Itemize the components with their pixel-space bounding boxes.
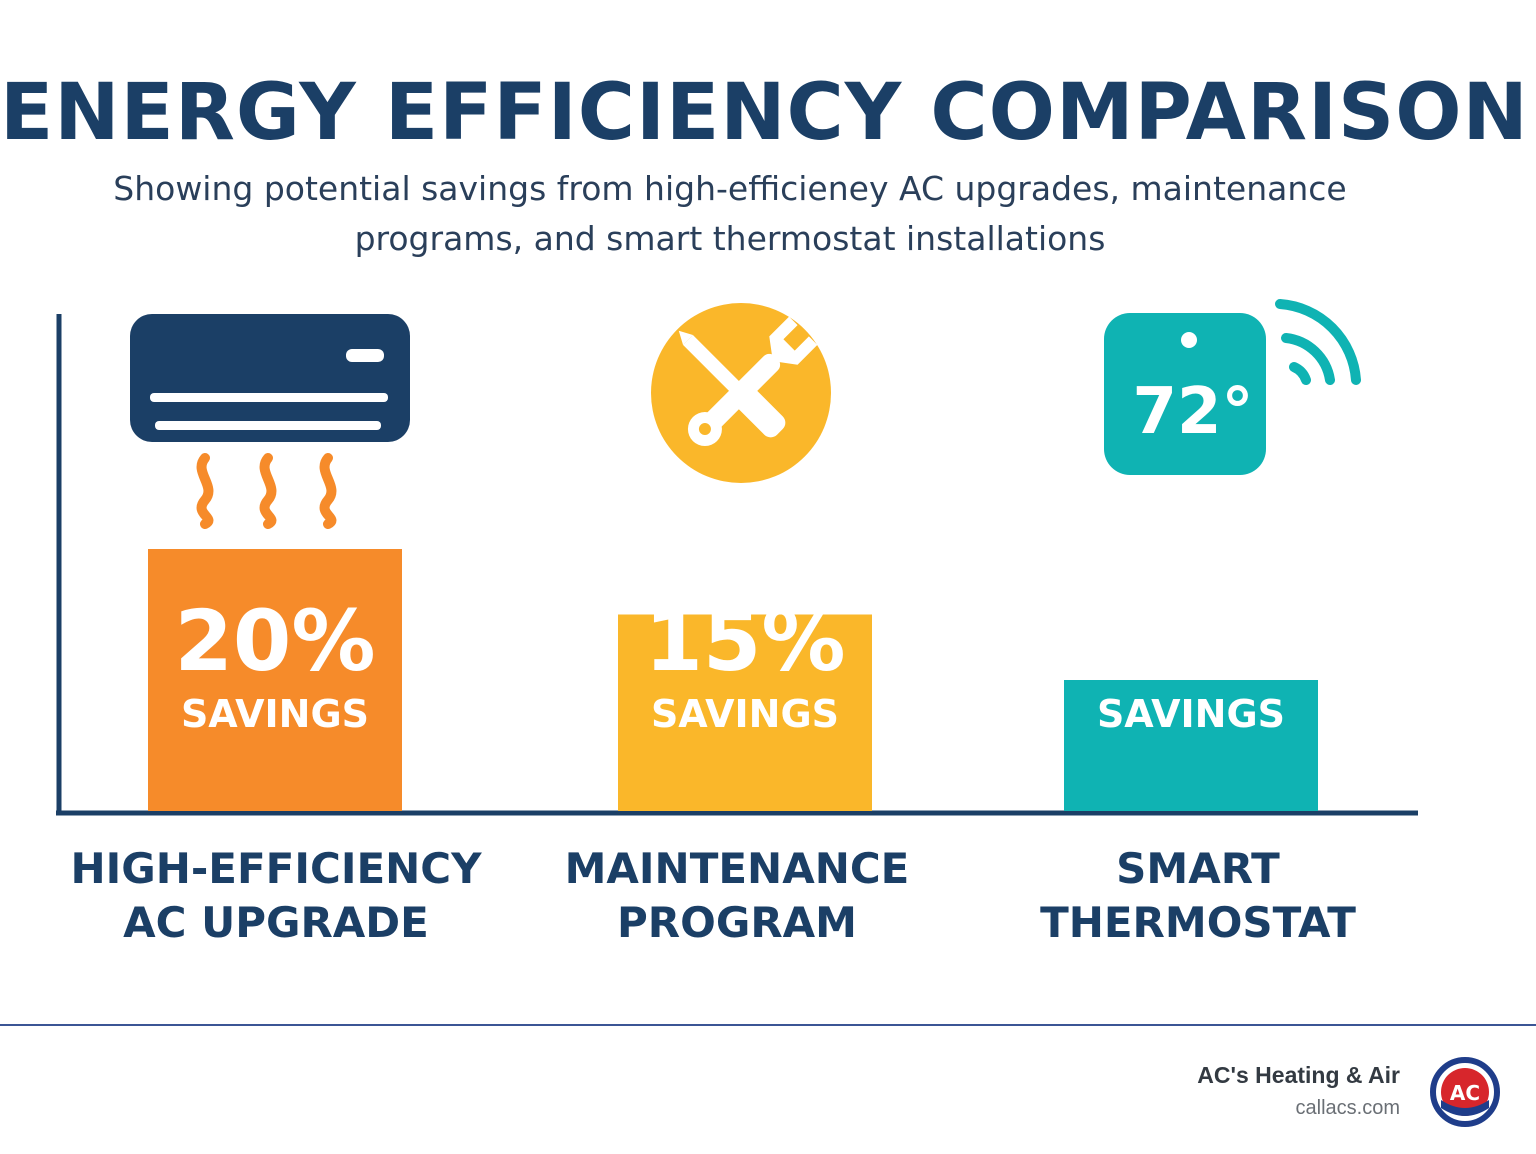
company-name: AC's Heating & Air — [1197, 1062, 1400, 1088]
logo-lettering: AC — [1450, 1081, 1480, 1105]
category-label-high-efficiency: HIGH-EFFICIENCY AC UPGRADE — [70, 844, 482, 947]
savings-label-maintenance: SAVINGS — [651, 692, 839, 736]
data-label-maintenance: 15% — [644, 592, 845, 690]
footer-divider — [0, 1024, 1536, 1026]
air-conditioner-icon — [130, 314, 410, 529]
savings-label-high-efficiency: SAVINGS — [181, 692, 369, 736]
category-label-maintenance: MAINTENANCE PROGRAM — [564, 844, 910, 947]
savings-label-smart-thermostat: SAVINGS — [1097, 692, 1285, 736]
data-label-smart-thermostat: 10% — [1090, 592, 1291, 690]
bar-maintenance — [618, 614, 872, 811]
wrench-screwdriver-icon — [651, 303, 831, 483]
company-website: callacs.com — [1295, 1097, 1400, 1119]
thermostat-reading: 72° — [1132, 375, 1253, 449]
smart-thermostat-icon: 72° — [1104, 299, 1361, 475]
bar-high-efficiency — [148, 549, 402, 811]
category-label-smart-thermostat: SMART THERMOSTAT — [1040, 844, 1356, 947]
company-logo: AC — [1430, 1057, 1500, 1127]
data-label-high-efficiency: 20% — [174, 592, 375, 690]
chart-title: ENERGY EFFICIENCY COMPARISON — [0, 68, 1529, 158]
chart-subtitle: Showing potential savings from high-effi… — [113, 169, 1347, 258]
bar-smart-thermostat — [1064, 680, 1318, 811]
brand-block: AC's Heating & Air callacs.com — [1197, 1062, 1400, 1120]
